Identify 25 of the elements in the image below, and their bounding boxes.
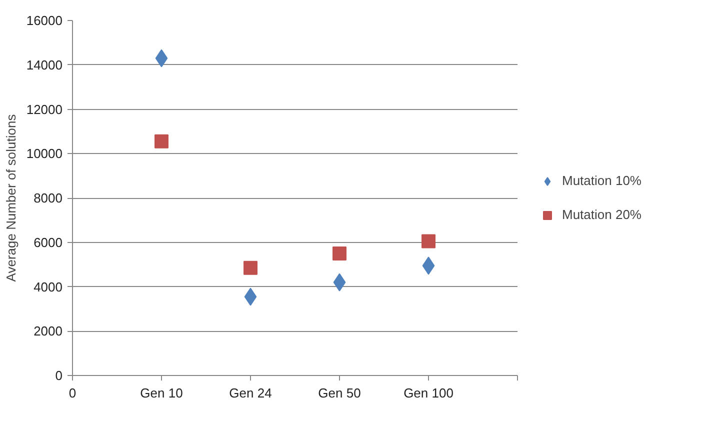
y-tick-label: 4000 xyxy=(34,279,62,294)
point xyxy=(422,256,435,275)
x-tick-label: Gen 24 xyxy=(229,386,272,400)
y-tick-label: 2000 xyxy=(34,324,62,339)
point xyxy=(333,273,346,292)
legend-label: Mutation 20% xyxy=(562,207,642,222)
y-tick-label: 14000 xyxy=(26,57,63,72)
point xyxy=(154,134,168,148)
point xyxy=(422,234,436,248)
point xyxy=(332,246,346,260)
point xyxy=(155,49,168,68)
x-tick-label: Gen 100 xyxy=(404,386,454,400)
y-tick-label: 8000 xyxy=(34,190,62,206)
y-tick-label: 10000 xyxy=(26,146,63,162)
x-tick-label: Gen 50 xyxy=(318,386,361,400)
legend-label: Mutation 10% xyxy=(562,173,642,188)
point xyxy=(244,288,257,306)
point xyxy=(244,260,258,275)
y-axis-title: Average Number of solutions xyxy=(3,114,18,282)
y-tick-label: 16000 xyxy=(26,13,63,28)
y-tick-label: 12000 xyxy=(26,102,63,117)
x-tick-label: Gen 10 xyxy=(140,386,183,400)
y-tick-label: 0 xyxy=(55,368,63,383)
text: 0 xyxy=(68,386,76,400)
y-tick-label: 6000 xyxy=(34,234,62,250)
